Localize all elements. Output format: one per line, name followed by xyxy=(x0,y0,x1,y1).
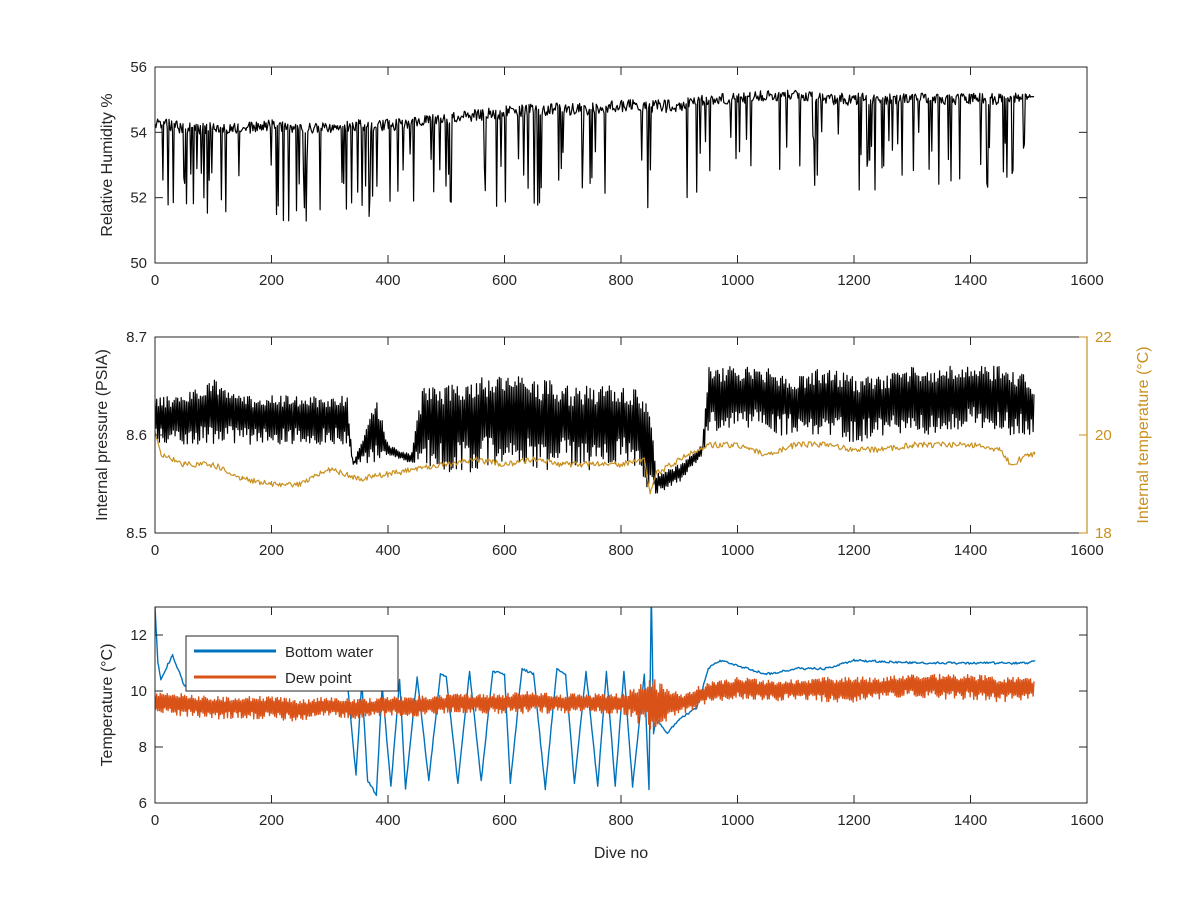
x-ticks: 0 200 400 600 800 1000 1200 1400 1600 xyxy=(151,607,1104,829)
y2-tick-label: 20 xyxy=(1095,427,1112,444)
y2-ticks: 18 20 22 xyxy=(1079,329,1112,542)
y-tick-label: 6 xyxy=(139,795,147,812)
y-axis-label: Temperature (°C) xyxy=(99,644,116,767)
panel-temperature: 0 200 400 600 800 1000 1200 1400 1600 6 8 10 12 Tem… xyxy=(99,606,1104,862)
x-tick-label: 800 xyxy=(608,272,633,289)
y-tick-label: 12 xyxy=(130,627,147,644)
y-tick-label: 8.6 xyxy=(126,427,147,444)
x-tick-label: 400 xyxy=(375,812,400,829)
x-tick-label: 1000 xyxy=(721,812,754,829)
panel-humidity: 0 200 400 600 800 1000 1200 1400 1600 50 52 54 56 R… xyxy=(99,59,1104,289)
x-tick-label: 1200 xyxy=(837,542,870,559)
x-tick-label: 1600 xyxy=(1070,272,1103,289)
y-tick-label: 56 xyxy=(130,59,147,76)
x-tick-label: 1400 xyxy=(954,272,987,289)
x-tick-label: 600 xyxy=(492,812,517,829)
x-tick-label: 1200 xyxy=(837,812,870,829)
x-tick-label: 1600 xyxy=(1070,812,1103,829)
humidity-series-line xyxy=(155,89,1035,222)
pressure-temperature-line xyxy=(155,429,1036,495)
panel-pressure: 0 200 400 600 800 1000 1200 1400 1600 8.58.68.7 … xyxy=(94,329,1152,559)
x-tick-label: 200 xyxy=(259,812,284,829)
x-tick-label: 600 xyxy=(492,272,517,289)
y-tick-label: 54 xyxy=(130,124,147,141)
temperature-series-layer xyxy=(155,607,1036,797)
x-tick-label: 1000 xyxy=(721,272,754,289)
x-tick-label: 200 xyxy=(259,542,284,559)
x-tick-label: 800 xyxy=(608,542,633,559)
x-tick-label: 0 xyxy=(151,542,159,559)
y-tick-label: 8 xyxy=(139,739,147,756)
pressure-series-line xyxy=(155,365,1035,494)
x-ticks: 0 200 400 600 800 1000 1200 1400 1600 xyxy=(151,337,1104,559)
x-tick-label: 1000 xyxy=(721,542,754,559)
legend-label-dew-point: Dew point xyxy=(285,670,353,687)
x-tick-label: 400 xyxy=(375,272,400,289)
x-tick-label: 600 xyxy=(492,542,517,559)
legend: Bottom water Dew point xyxy=(185,635,399,692)
x-ticks: 0 200 400 600 800 1000 1200 1400 1600 xyxy=(151,67,1104,289)
x-tick-label: 200 xyxy=(259,272,284,289)
y-ticks: 8.5 8.6 8.7 xyxy=(126,329,163,542)
y-tick-label: 52 xyxy=(130,190,147,207)
y-tick-label: 8.5 xyxy=(126,525,147,542)
x-tick-label: 800 xyxy=(608,812,633,829)
y-ticks: 6 8 10 12 xyxy=(130,627,1087,812)
y2-tick-label: 22 xyxy=(1095,329,1112,346)
humidity-series-layer xyxy=(155,89,1035,222)
y-tick-label: 10 xyxy=(130,683,147,700)
legend-box xyxy=(185,635,399,692)
y-tick-label: 50 xyxy=(130,255,147,272)
pressure-series-layer xyxy=(155,365,1036,495)
y-axis-label: Relative Humidity % xyxy=(99,93,116,236)
x-tick-label: 1400 xyxy=(954,812,987,829)
y-tick-label: 8.7 xyxy=(126,329,147,346)
dew-point-line xyxy=(155,673,1035,730)
x-tick-label: 0 xyxy=(151,812,159,829)
y2-axis-label: Internal temperature (°C) xyxy=(1135,346,1152,523)
x-tick-label: 0 xyxy=(151,272,159,289)
x-tick-label: 1400 xyxy=(954,542,987,559)
legend-label-bottom-water: Bottom water xyxy=(285,644,373,661)
y-ticks: 50 52 54 56 xyxy=(130,59,1087,272)
x-tick-label: 1200 xyxy=(837,272,870,289)
x-tick-label: 1600 xyxy=(1070,542,1103,559)
y2-tick-label: 18 xyxy=(1095,525,1112,542)
y-axis-label: Internal pressure (PSIA) xyxy=(94,349,111,521)
x-axis-label: Dive no xyxy=(594,845,648,862)
x-tick-label: 400 xyxy=(375,542,400,559)
